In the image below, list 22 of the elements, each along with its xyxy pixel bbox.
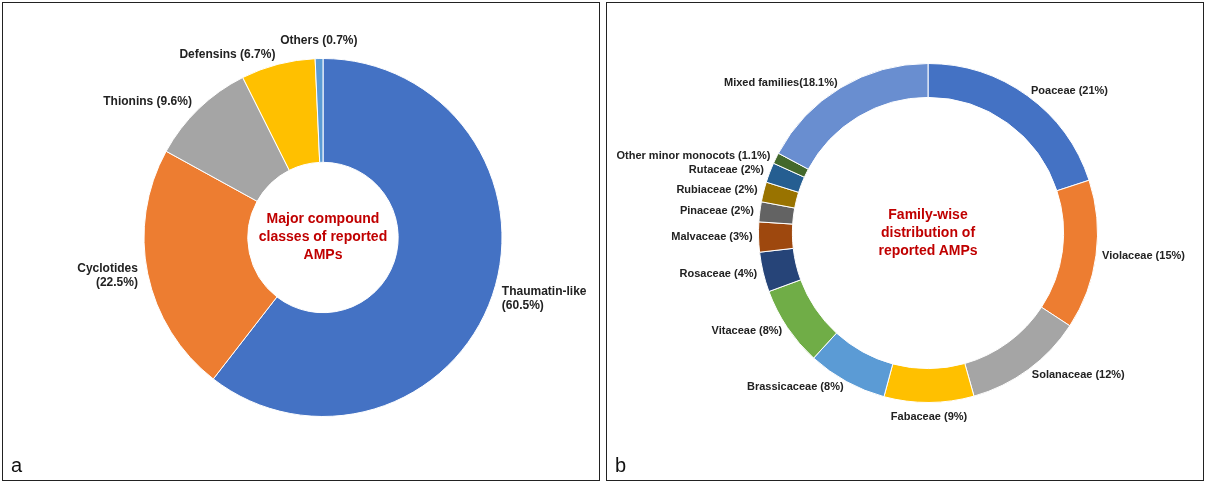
slice-label: Vitaceae (8%) xyxy=(711,323,783,336)
slice-label: Pinaceae (2%) xyxy=(679,204,755,217)
text: Family-wise distribution of reported AMPs xyxy=(878,205,978,258)
slice-label: Others (0.7%) xyxy=(280,32,358,47)
text: a xyxy=(11,454,23,476)
slice-label: Violaceae (15%) xyxy=(1101,249,1186,262)
slice-label: Poaceae (21%) xyxy=(1030,83,1109,96)
slice-label: Malvaceae (3%) xyxy=(671,230,753,243)
text: Major compound classes of reported AMPs xyxy=(258,210,388,263)
slice-label: Rubiaceae (2%) xyxy=(676,183,759,196)
slice-label: Solanaceae (12%) xyxy=(1031,367,1126,380)
slice-label: Rutaceae (2%) xyxy=(688,163,765,176)
slice-label: Thaumatin-like (60.5%) xyxy=(501,284,587,313)
text: b xyxy=(615,454,627,476)
slice-label: Other minor monocots (1.1%) xyxy=(616,148,771,161)
slice-label: Rosaceae (4%) xyxy=(679,266,758,279)
slice-label: Fabaceae (9%) xyxy=(890,409,968,422)
slice-label: Defensins (6.7%) xyxy=(179,46,276,61)
slice-label: Cyclotides (22.5%) xyxy=(77,261,139,290)
slice-label: Brassicaceae (8%) xyxy=(746,379,844,392)
slice-label: Thionins (9.6%) xyxy=(103,93,192,108)
slice-label: Mixed families(18.1%) xyxy=(723,75,839,88)
